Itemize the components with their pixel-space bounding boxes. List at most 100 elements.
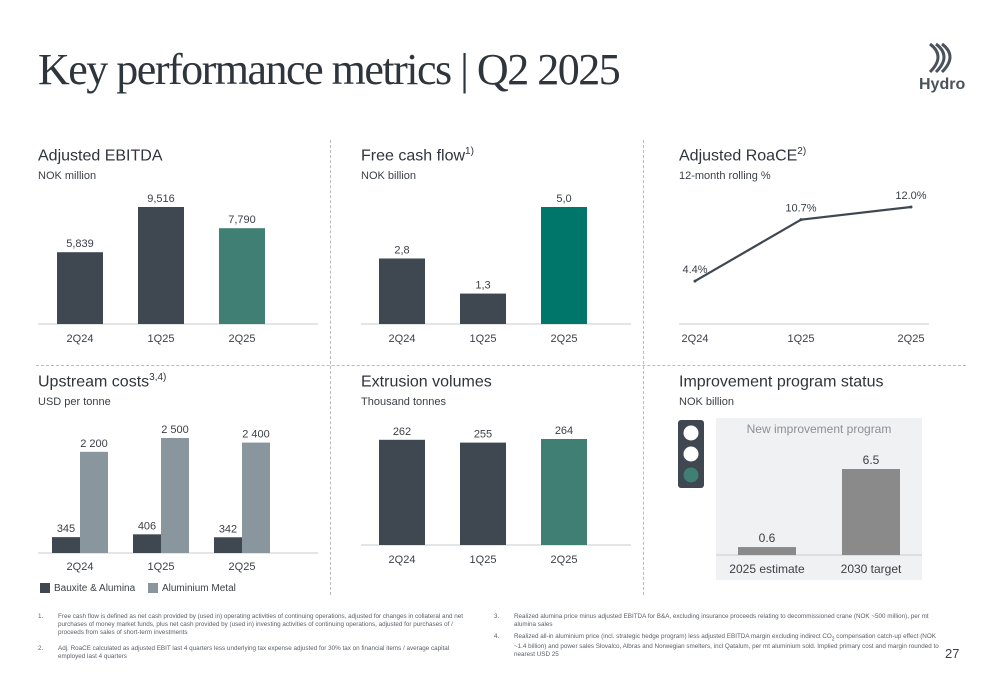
bar — [219, 228, 265, 324]
data-label: 2 200 — [80, 438, 108, 450]
bar — [133, 534, 161, 553]
bar — [460, 442, 506, 545]
page-number: 27 — [945, 646, 960, 661]
bar — [52, 537, 80, 553]
data-point — [693, 279, 697, 283]
panel-subtitle: NOK billion — [361, 170, 417, 182]
tick-label: 1Q25 — [148, 333, 175, 345]
divider-vertical — [643, 140, 644, 595]
divider-vertical — [330, 140, 331, 595]
bar — [242, 442, 270, 553]
data-label: 406 — [138, 520, 156, 532]
panel-subtitle: 12-month rolling % — [679, 170, 771, 182]
tick-label: 2Q24 — [682, 333, 709, 345]
data-label: 12.0% — [895, 190, 926, 202]
legend-item: Aluminium Metal — [147, 583, 236, 594]
data-label: 10.7% — [785, 203, 816, 215]
traffic-light-icon — [678, 420, 704, 488]
footnote-2: 2. Adj. RoaCE calculated as adjusted EBIT… — [38, 645, 450, 660]
data-label: 1,3 — [475, 280, 490, 292]
data-label: 6.5 — [863, 453, 880, 467]
bar — [842, 469, 900, 555]
upstream-costs-chart: 345 2 200 2Q24 406 2 500 1Q25 342 2 400 2Q25 — [38, 424, 318, 573]
data-label: 7,790 — [228, 214, 256, 226]
traffic-light-top — [683, 425, 699, 441]
legend-swatch — [40, 583, 50, 594]
legend-item: Bauxite & Alumina — [40, 583, 135, 594]
tick-label: 2Q25 — [551, 333, 578, 345]
traffic-light-bottom — [683, 467, 699, 483]
tick-label: 2030 target — [841, 562, 902, 576]
panel-adjusted-roace: Adjusted RoaCE2) 12-month rolling % — [679, 146, 959, 361]
bar — [738, 547, 796, 555]
data-point — [799, 218, 803, 222]
data-point — [909, 205, 913, 209]
traffic-light-middle — [683, 446, 699, 462]
panel-title: Extrusion volumes — [361, 373, 492, 391]
ebitda-chart: 5,839 2Q24 9,516 1Q25 7,790 2Q25 — [38, 193, 318, 345]
bar — [541, 439, 587, 545]
data-label: 264 — [555, 425, 573, 437]
data-label: 9,516 — [147, 193, 175, 205]
divider-horizontal — [36, 365, 966, 366]
tick-label: 2Q25 — [551, 554, 578, 566]
footnote-1: 1. Free cash flow is defined as net cash … — [38, 613, 463, 636]
panel-free-cash-flow: Free cash flow1) NOK billion — [361, 146, 631, 361]
extrusion-volumes-chart: 262 2Q24 255 1Q25 264 2Q25 — [361, 425, 631, 566]
program-label: New improvement program — [747, 422, 892, 436]
panel-improvement-program: Improvement program status NOK billion — [679, 372, 959, 587]
footnote-4: 4. Realized all-in aluminium price (incl.… — [494, 633, 939, 659]
panel-subtitle: NOK million — [38, 170, 97, 182]
data-label: 5,839 — [66, 238, 94, 250]
data-label: 5,0 — [556, 193, 571, 205]
tick-label: 1Q25 — [788, 333, 815, 345]
roace-chart: 4.4% 2Q24 10.7% 1Q25 12.0% 2Q25 — [679, 190, 929, 345]
tick-label: 2Q24 — [389, 333, 416, 345]
panel-title: Adjusted RoaCE2) — [679, 146, 807, 165]
bar — [379, 258, 425, 324]
data-label: 2 400 — [242, 429, 270, 441]
tick-label: 1Q25 — [470, 554, 497, 566]
data-label: 0.6 — [759, 531, 776, 545]
bar — [214, 537, 242, 553]
panel-title: Free cash flow1) — [361, 146, 474, 165]
data-label: 2 500 — [161, 424, 189, 436]
panel-title: Adjusted EBITDA — [38, 147, 163, 165]
data-label: 4.4% — [682, 264, 707, 276]
logo-text: Hydro — [919, 76, 966, 93]
bar — [541, 207, 587, 324]
tick-label: 2Q24 — [389, 554, 416, 566]
data-label: 262 — [393, 426, 411, 438]
tick-label: 2Q25 — [229, 333, 256, 345]
legend: Bauxite & Alumina Aluminium Metal — [40, 583, 246, 594]
page-title: Key performance metrics | Q2 2025 — [38, 45, 621, 94]
data-label: 2,8 — [394, 244, 409, 256]
tick-label: 2Q25 — [898, 333, 925, 345]
panel-title: Upstream costs3,4) — [38, 372, 167, 391]
data-label: 255 — [474, 429, 492, 441]
panel-upstream-costs: Upstream costs3,4) USD per tonne — [38, 372, 318, 587]
fcf-chart: 2,8 2Q24 1,3 1Q25 5,0 2Q25 — [361, 193, 631, 345]
panel-extrusion-volumes: Extrusion volumes Thousand tonnes — [361, 372, 631, 587]
bar — [138, 207, 184, 324]
improvement-program-chart: 0.6 2025 estimate 6.5 2030 target New improv… — [716, 418, 922, 580]
data-label: 345 — [57, 523, 75, 535]
tick-label: 1Q25 — [470, 333, 497, 345]
tick-label: 2Q24 — [67, 561, 94, 573]
tick-label: 2025 estimate — [729, 562, 805, 576]
tick-label: 2Q25 — [229, 561, 256, 573]
panel-subtitle: Thousand tonnes — [361, 396, 447, 408]
panel-subtitle: USD per tonne — [38, 396, 111, 408]
series-line — [694, 205, 912, 283]
bar — [80, 451, 108, 553]
panel-adjusted-ebitda: Adjusted EBITDA NOK million — [38, 146, 318, 361]
panel-title: Improvement program status — [679, 373, 884, 391]
panel-subtitle: NOK billion — [679, 396, 735, 408]
tick-label: 1Q25 — [148, 561, 175, 573]
bar — [379, 439, 425, 545]
bar — [161, 438, 189, 553]
data-label: 342 — [219, 523, 237, 535]
bar — [460, 293, 506, 324]
tick-label: 2Q24 — [67, 333, 94, 345]
hydro-logo-icon — [928, 42, 952, 74]
